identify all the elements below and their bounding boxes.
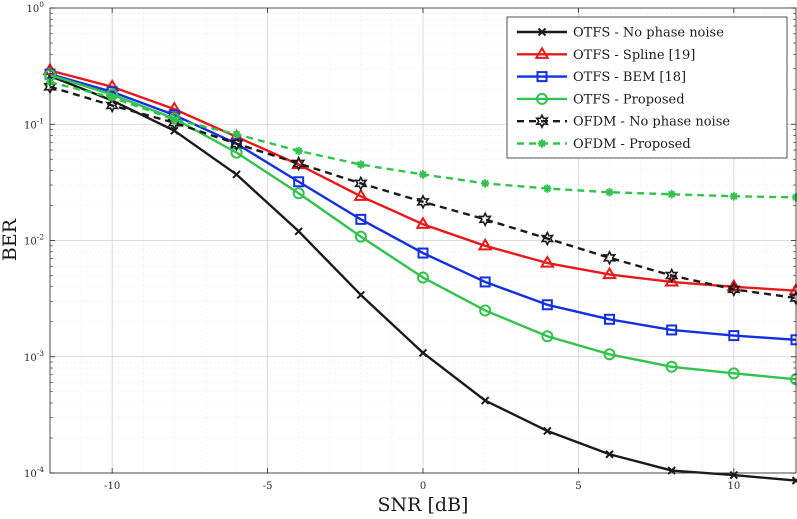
legend-marker — [534, 46, 550, 59]
data-point — [605, 450, 614, 459]
data-point — [232, 130, 241, 139]
data-point — [354, 230, 367, 243]
data-point — [229, 135, 244, 152]
legend-label: OTFS - BEM [18] — [573, 70, 686, 85]
data-point — [292, 187, 305, 200]
data-point — [105, 97, 119, 114]
data-point — [294, 146, 303, 156]
data-point — [107, 93, 117, 102]
data-point — [477, 237, 493, 251]
data-point — [603, 348, 616, 361]
series-layer — [42, 62, 797, 485]
data-point — [416, 194, 430, 210]
legend: OTFS - No phase noise OTFS - Spline [19] O… — [506, 16, 788, 159]
legend-label: OTFS - Spline [19] — [573, 48, 695, 63]
legend-marker — [537, 27, 547, 37]
data-point — [664, 267, 679, 284]
data-point — [478, 211, 492, 228]
x-tick-label: 10 — [727, 481, 740, 492]
data-point — [418, 170, 428, 179]
data-point — [354, 175, 368, 192]
data-point — [541, 330, 554, 343]
data-point — [667, 190, 676, 199]
data-point — [791, 476, 797, 485]
data-point — [356, 160, 366, 169]
data-point — [232, 170, 241, 179]
legend-label: OTFS - No phase noise — [573, 26, 724, 41]
data-point — [356, 290, 366, 300]
data-point — [417, 247, 429, 259]
data-point — [480, 396, 490, 405]
data-point — [353, 188, 369, 201]
data-point — [355, 213, 367, 225]
x-tick-label: 5 — [575, 481, 581, 492]
data-point — [665, 360, 678, 373]
x-tick-label: -5 — [263, 481, 273, 492]
legend-label: OFDM - No phase noise — [573, 115, 730, 130]
data-point — [230, 146, 243, 159]
data-point — [540, 230, 555, 247]
y-tick-label: 10-1 — [24, 116, 44, 131]
legend-marker — [536, 71, 548, 83]
x-tick-label: -10 — [104, 481, 120, 492]
axes-layer: -10 -5 0 5 10 10-4 10-3 10-2 10-1 100 — [24, 0, 796, 492]
legend-marker — [535, 113, 549, 130]
y-tick-label: 10-3 — [24, 349, 44, 364]
data-point — [415, 216, 431, 229]
series-4 — [43, 78, 797, 306]
x-axis-title: SNR [dB] — [378, 494, 469, 516]
data-point — [543, 426, 552, 436]
data-point — [417, 271, 429, 284]
data-point — [602, 266, 617, 280]
legend-label: OTFS - Proposed — [573, 92, 685, 107]
data-point — [729, 192, 739, 201]
data-point — [170, 126, 179, 135]
data-point — [605, 188, 614, 197]
legend-marker — [536, 92, 548, 105]
data-point — [664, 273, 680, 287]
data-point — [727, 281, 741, 298]
data-point — [602, 249, 617, 266]
data-point — [541, 299, 553, 311]
data-point — [543, 184, 552, 193]
y-tick-label: 10-2 — [24, 233, 44, 248]
data-point — [666, 324, 678, 336]
data-point — [539, 255, 555, 268]
data-point — [170, 115, 179, 124]
data-point — [480, 179, 490, 188]
data-point — [479, 276, 491, 288]
data-point — [728, 330, 740, 342]
data-point — [294, 227, 303, 236]
y-tick-label: 10-4 — [24, 465, 44, 480]
y-tick-label: 100 — [26, 0, 44, 15]
data-point — [291, 155, 306, 172]
data-point — [293, 176, 305, 188]
data-point — [727, 367, 740, 380]
data-point — [418, 348, 428, 358]
legend-marker — [537, 139, 547, 148]
legend-box — [506, 16, 788, 159]
data-point — [479, 304, 492, 317]
legend-label: OFDM - Proposed — [573, 137, 691, 152]
x-tick-label: 0 — [420, 481, 426, 492]
y-axis-title: BER — [0, 218, 21, 261]
series-line — [49, 85, 797, 300]
data-point — [604, 313, 615, 325]
